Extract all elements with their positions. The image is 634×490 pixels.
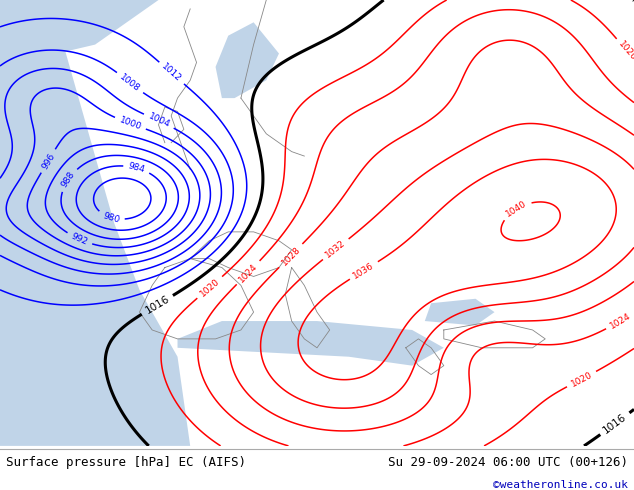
Text: 984: 984	[127, 162, 146, 174]
Text: 1020: 1020	[569, 370, 594, 389]
Text: 980: 980	[101, 211, 120, 224]
Polygon shape	[0, 0, 158, 67]
Text: 1012: 1012	[160, 62, 183, 84]
Text: 1036: 1036	[352, 261, 376, 280]
Text: 1020: 1020	[616, 40, 634, 63]
Text: 1024: 1024	[608, 311, 633, 330]
Text: 988: 988	[60, 170, 77, 189]
Text: 996: 996	[40, 151, 56, 171]
Text: 1016: 1016	[143, 294, 171, 316]
Text: Surface pressure [hPa] EC (AIFS): Surface pressure [hPa] EC (AIFS)	[6, 456, 247, 469]
Text: 1004: 1004	[146, 112, 171, 130]
Polygon shape	[0, 0, 190, 446]
Polygon shape	[425, 299, 495, 325]
Text: 1008: 1008	[118, 72, 142, 93]
Polygon shape	[216, 22, 279, 98]
Text: 1020: 1020	[198, 276, 221, 298]
Text: 1032: 1032	[324, 239, 347, 260]
Text: 1040: 1040	[504, 199, 529, 219]
Polygon shape	[178, 321, 444, 366]
Text: 992: 992	[70, 232, 89, 247]
Text: 1028: 1028	[280, 245, 302, 267]
Text: ©weatheronline.co.uk: ©weatheronline.co.uk	[493, 480, 628, 490]
Text: 1024: 1024	[237, 261, 259, 284]
Text: Su 29-09-2024 06:00 UTC (00+126): Su 29-09-2024 06:00 UTC (00+126)	[387, 456, 628, 469]
Text: 1000: 1000	[118, 115, 143, 132]
Text: 1016: 1016	[602, 412, 628, 436]
